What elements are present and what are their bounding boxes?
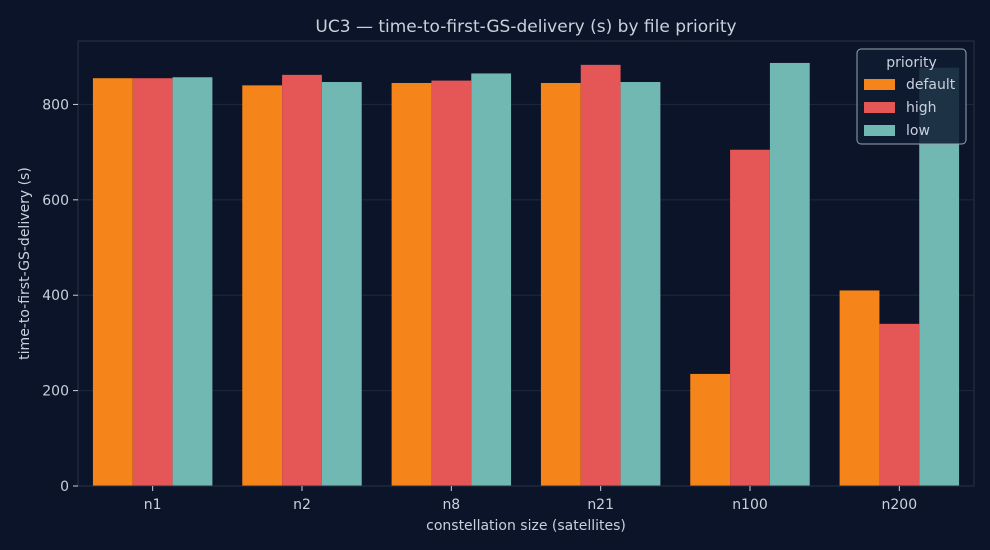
legend-swatch-default	[864, 79, 895, 90]
bar-n2-default	[242, 85, 283, 487]
chart-title: UC3 — time-to-first-GS-delivery (s) by f…	[315, 17, 736, 37]
y-tick-label: 600	[42, 193, 69, 209]
legend-label-high: high	[906, 100, 937, 116]
y-tick-label: 800	[42, 97, 69, 113]
legend-swatch-low	[864, 125, 895, 136]
bar-n2-high	[282, 74, 322, 486]
x-tick-label: n8	[442, 497, 460, 513]
bar-n100-high	[730, 149, 770, 487]
bar-n21-low	[620, 82, 661, 486]
x-tick-label: n100	[732, 497, 768, 513]
legend: priority default high low	[856, 48, 967, 145]
bar-n8-high	[431, 80, 472, 487]
y-axis-label: time-to-first-GS-delivery (s)	[17, 167, 33, 360]
bar-n200-default	[839, 290, 880, 486]
y-axis: 0 200 400 600 800	[42, 97, 78, 495]
bar-n21-default	[540, 82, 581, 486]
plot-frame	[77, 40, 975, 487]
bar-n8-low	[471, 73, 512, 486]
x-tick-label: n200	[882, 497, 918, 513]
y-tick-label: 200	[42, 384, 69, 400]
legend-swatch-high	[864, 102, 895, 113]
bar-n100-default	[690, 373, 731, 486]
x-tick-label: n1	[144, 497, 162, 513]
bar-n200-high	[879, 323, 920, 486]
bar-n2-low	[321, 82, 362, 486]
x-axis: n1 n2 n8 n21 n100 n200	[144, 486, 917, 513]
y-tick-label: 0	[60, 479, 69, 495]
bar-n21-high	[580, 64, 621, 486]
plot-area	[78, 41, 974, 486]
x-tick-label: n2	[293, 497, 311, 513]
legend-label-default: default	[906, 77, 956, 93]
bar-n1-high	[132, 78, 173, 486]
bar-n8-default	[391, 82, 432, 486]
bar-n1-low	[172, 77, 213, 486]
legend-box	[856, 48, 967, 145]
y-tick-label: 400	[42, 288, 69, 304]
x-tick-label: n21	[587, 497, 614, 513]
bar-n1-default	[92, 78, 133, 486]
bar-n100-low	[769, 62, 810, 487]
legend-label-low: low	[906, 123, 930, 139]
x-axis-label: constellation size (satellites)	[426, 518, 626, 534]
legend-title: priority	[886, 55, 937, 71]
